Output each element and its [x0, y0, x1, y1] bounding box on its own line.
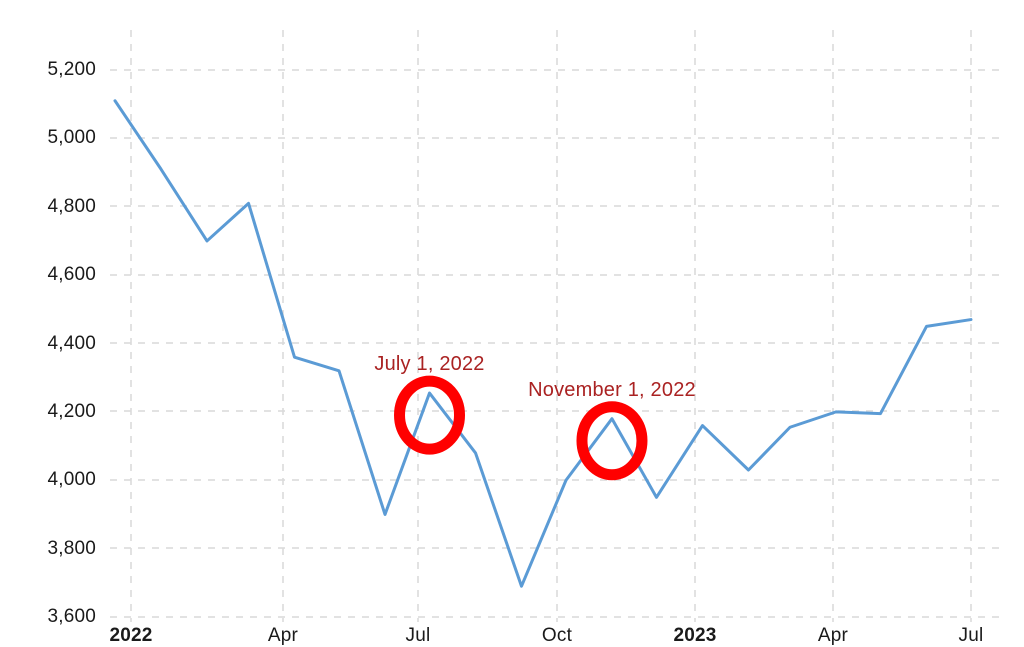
annotation-label: November 1, 2022 [528, 378, 696, 401]
x-axis-tick-label: 2023 [673, 625, 717, 646]
y-axis-tick-label: 5,000 [47, 127, 96, 149]
annotation-label: July 1, 2022 [374, 353, 485, 376]
x-axis-tick-label: Jul [405, 625, 431, 646]
x-axis-tick-label: 2022 [109, 625, 153, 646]
horizontal-gridlines [110, 69, 1000, 618]
x-axis-tick-label: Apr [817, 625, 849, 646]
y-axis-tick-label: 4,400 [47, 332, 96, 354]
y-axis-tick-label: 4,600 [47, 264, 96, 286]
y-axis-tick-label: 5,200 [47, 59, 96, 80]
x-axis-tick-label: Jul [958, 625, 984, 646]
annotation-circle-icon [576, 401, 648, 481]
y-axis-tick-label: 4,000 [47, 469, 96, 491]
y-axis-tick-label: 3,600 [47, 606, 96, 627]
y-axis-tick-label: 4,800 [47, 195, 96, 217]
y-axis-tick-label: 4,200 [47, 400, 96, 422]
x-axis-tick-label: Oct [541, 625, 573, 646]
y-axis-tick-label: 3,800 [47, 537, 96, 559]
vertical-gridlines [130, 30, 972, 622]
annotation-markers [394, 375, 648, 481]
annotation-circle-icon [394, 375, 466, 455]
data-series-line [113, 99, 973, 588]
x-axis-tick-label: Apr [267, 625, 299, 646]
